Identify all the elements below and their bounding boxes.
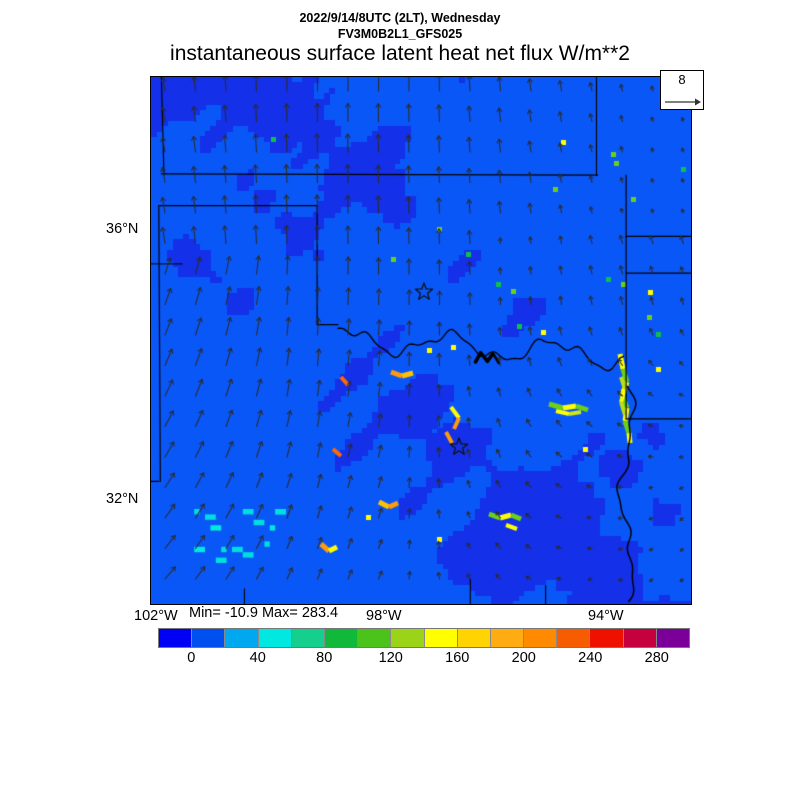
lat-label-36n: 36°N [106,221,139,237]
reference-vector-legend: 8 [660,70,704,110]
colorbar-segment-11 [524,629,558,647]
colorbar-tick-160: 160 [445,650,470,666]
datetime-title: 2022/9/14/8UTC (2LT), Wednesday [299,11,501,25]
colorbar-segment-8 [424,629,458,647]
map-plot-area[interactable] [150,76,692,605]
colorbar-tick-280: 280 [644,650,669,666]
colorbar-segment-5 [324,629,359,647]
reference-vector-value: 8 [678,72,686,87]
minmax-stats: Min= -10.9 Max= 283.4 [189,605,339,621]
colorbar-tick-40: 40 [249,650,266,666]
colorbar-tick-labels: 0 40 80 120 160 200 240 280 [158,650,690,670]
colorbar-segment-10 [490,629,525,647]
lon-label-102w: 102°W [134,608,178,624]
colorbar-tick-240: 240 [578,650,603,666]
colorbar-segment-9 [457,629,491,647]
colorbar-segment-3 [258,629,292,647]
colorbar-segment-13 [590,629,624,647]
heatmap-field [151,77,691,604]
colorbar-segment-4 [291,629,325,647]
lon-label-94w: 94°W [588,608,624,624]
colorbar-tick-80: 80 [316,650,333,666]
colorbar-segment-14 [623,629,657,647]
colorbar-tick-0: 0 [187,650,196,666]
colorbar-segment-1 [192,629,226,647]
colorbar[interactable] [158,628,690,648]
colorbar-segment-12 [557,629,591,647]
lat-label-32n: 32°N [106,491,139,507]
colorbar-segment-2 [225,629,259,647]
colorbar-segment-0 [159,629,193,647]
colorbar-tick-200: 200 [511,650,536,666]
colorbar-segment-7 [391,629,425,647]
arrow-right-icon [665,98,701,106]
model-title: FV3M0B2L1_GFS025 [337,27,463,41]
colorbar-tick-120: 120 [378,650,403,666]
colorbar-segment-15 [656,629,689,647]
lon-label-98w: 98°W [366,608,402,624]
variable-title: instantaneous surface latent heat net fl… [170,42,630,65]
colorbar-segment-6 [358,629,392,647]
